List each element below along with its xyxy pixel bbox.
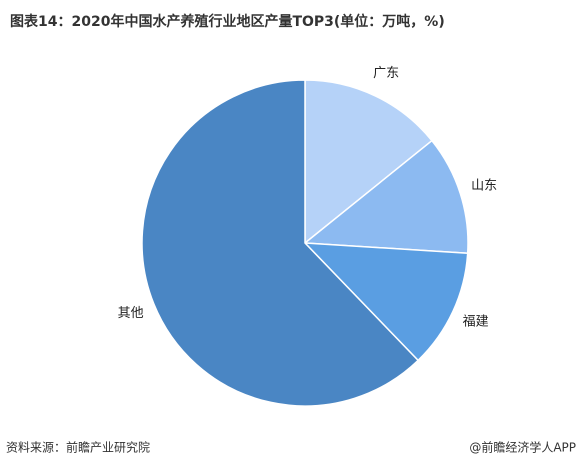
pie-slice — [141, 79, 420, 407]
chart-title: 图表14：2020年中国水产养殖行业地区产量TOP3(单位：万吨，%) — [10, 13, 445, 30]
pie-slice — [304, 79, 433, 245]
pie-slice — [303, 139, 469, 255]
credit: @前瞻经济学人APP — [469, 440, 576, 455]
slice-label: 其他 — [118, 306, 144, 321]
pie-slice — [303, 242, 469, 362]
slice-label: 广东 — [373, 66, 399, 81]
slice-label: 山东 — [471, 179, 497, 194]
slice-label: 福建 — [463, 314, 489, 329]
source: 资料来源：前瞻产业研究院 — [6, 440, 150, 455]
